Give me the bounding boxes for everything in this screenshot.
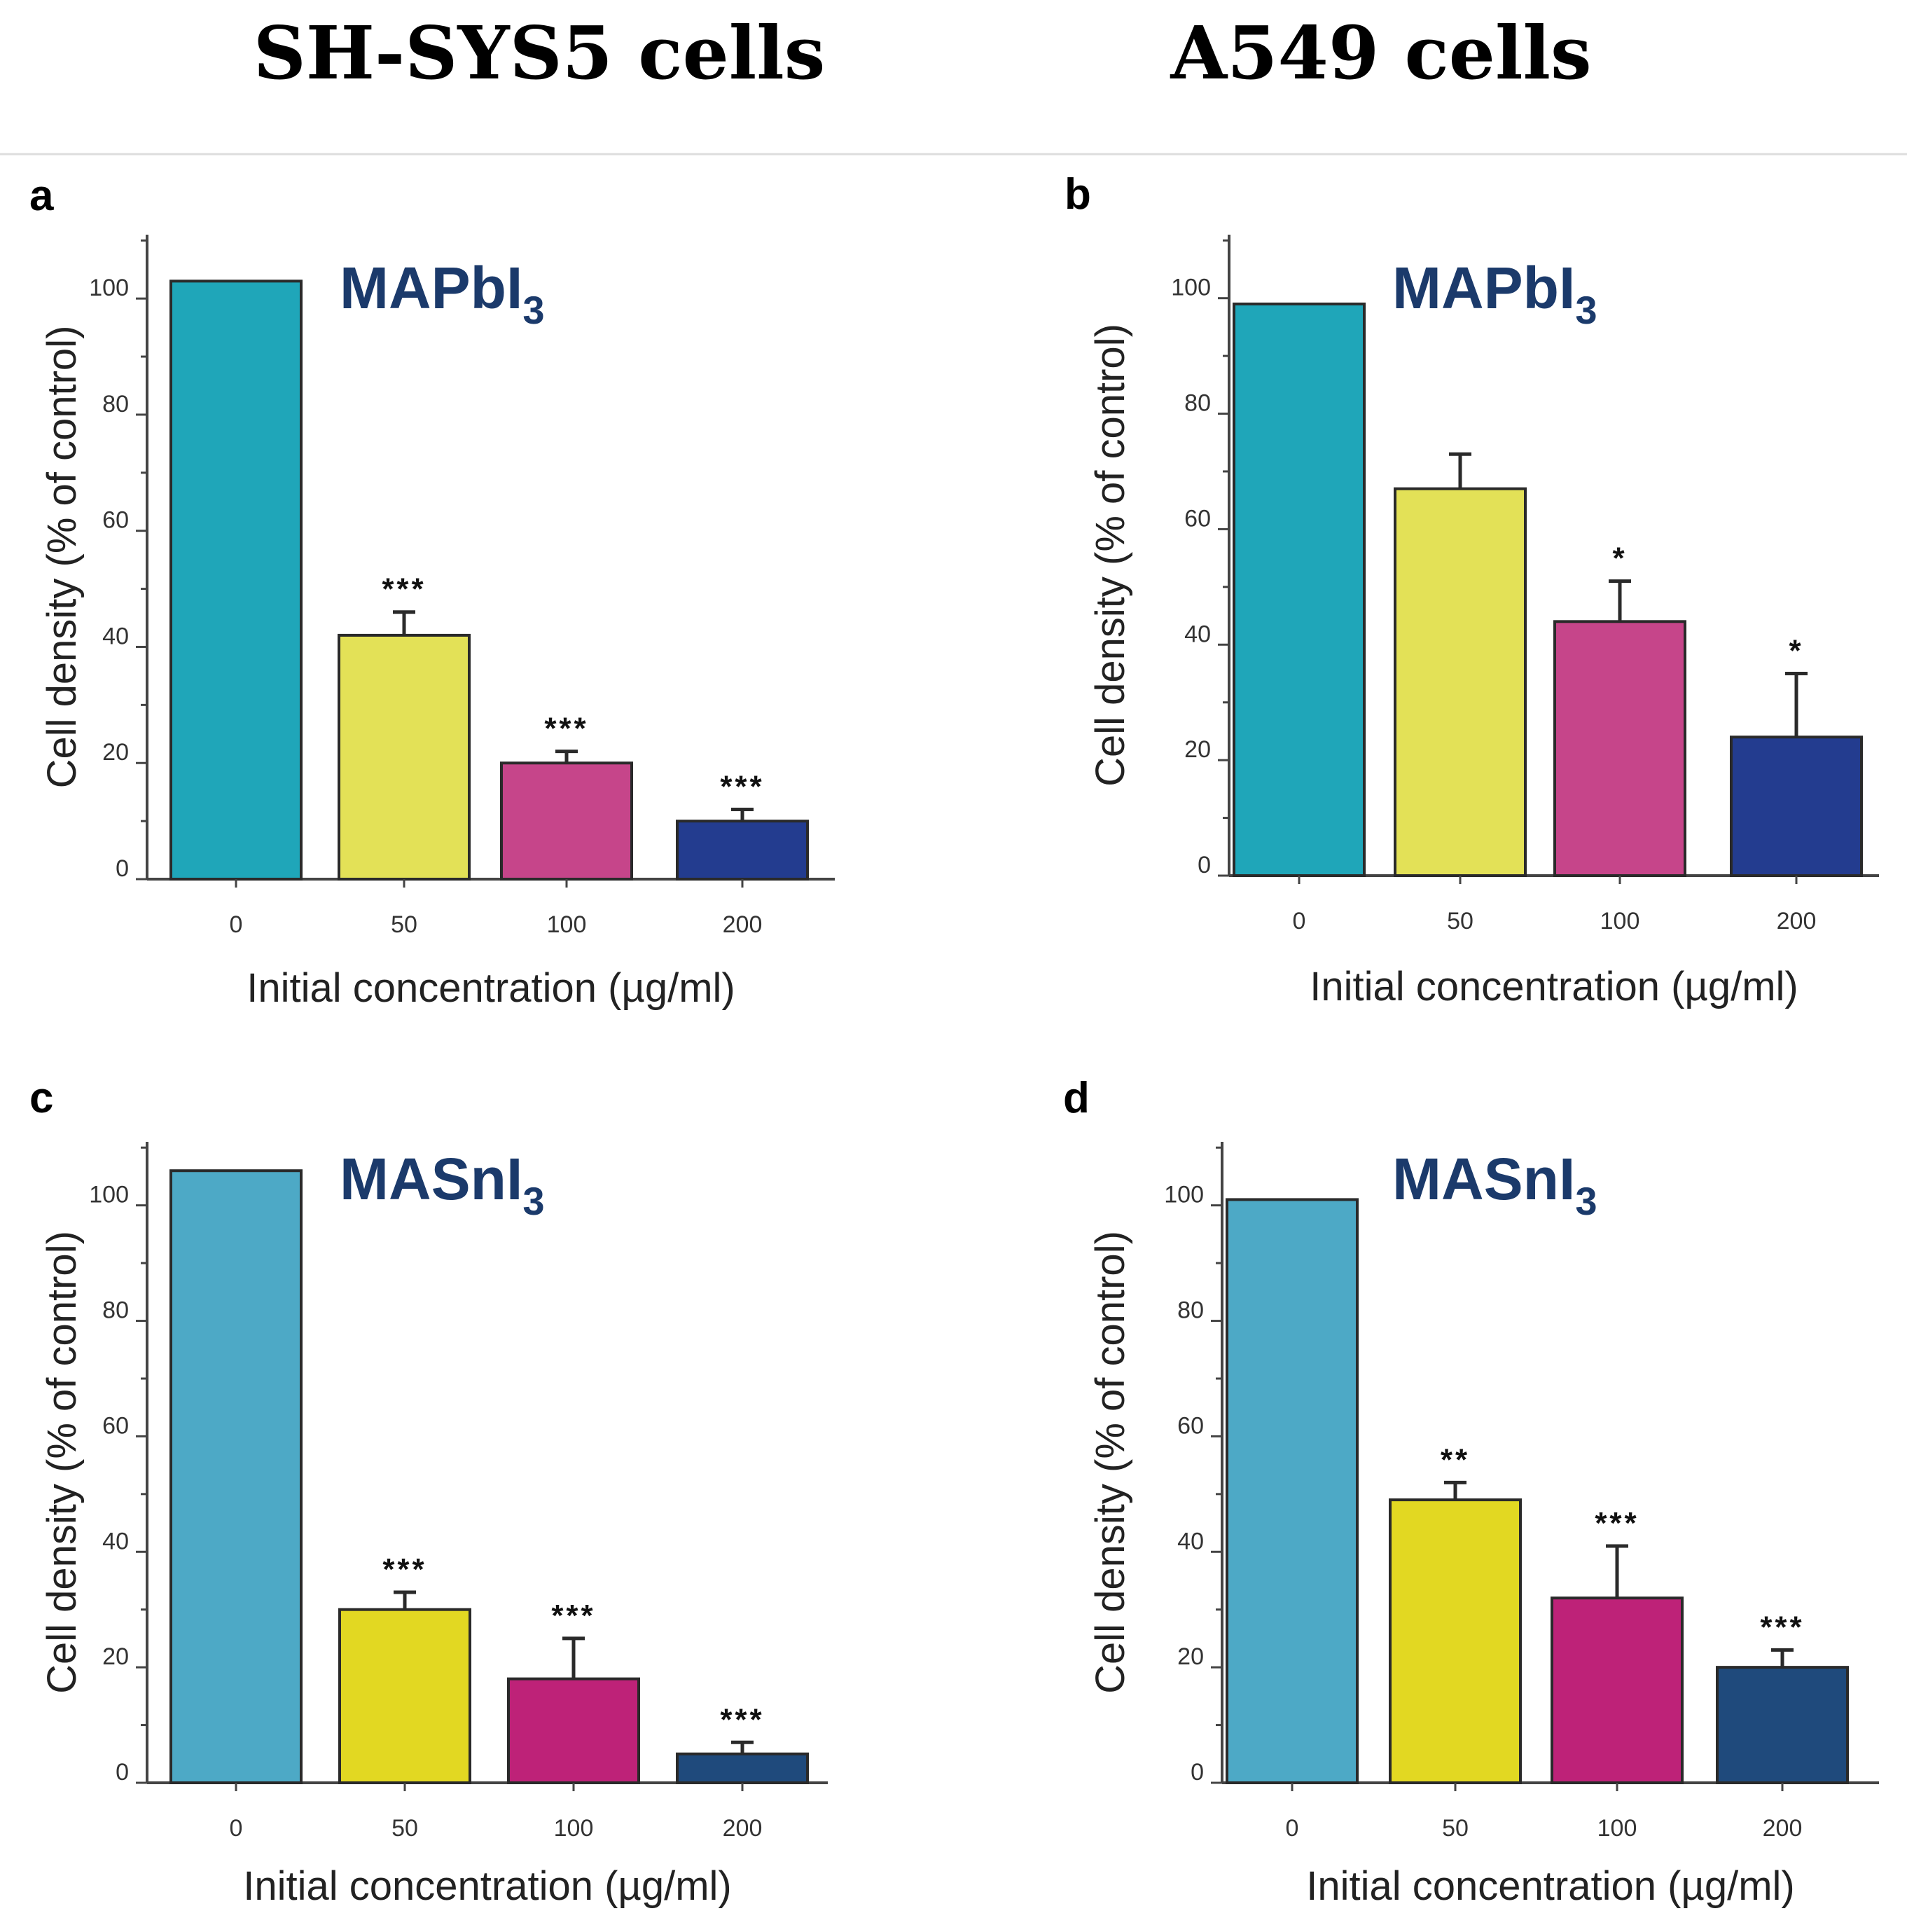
bar-200	[1730, 736, 1863, 877]
panel-letter: a	[29, 172, 54, 220]
x-tick-label: 0	[230, 911, 243, 938]
compound-label: MAPbI3	[340, 255, 544, 332]
y-tick-label: 20	[102, 739, 129, 766]
y-tick-label: 60	[1177, 1412, 1204, 1439]
bar-100	[1551, 1596, 1684, 1785]
x-tick-label: 50	[391, 1815, 418, 1842]
y-axis-title: Cell density (% of control)	[1088, 1231, 1133, 1694]
x-tick-label: 0	[1286, 1815, 1299, 1842]
y-tick-label: 40	[102, 623, 129, 649]
x-tick-label: 100	[547, 911, 587, 938]
bar-0	[169, 1169, 303, 1784]
x-axis-title: Initial concentration (µg/ml)	[1306, 1863, 1794, 1909]
y-tick-label: 100	[1164, 1182, 1204, 1208]
significance-mark: ***	[720, 1702, 764, 1737]
significance-mark: ***	[382, 1552, 427, 1587]
x-tick-label: 50	[1447, 908, 1473, 934]
x-tick-label: 200	[1777, 908, 1817, 934]
significance-mark: *	[1789, 633, 1803, 668]
bar-50	[338, 633, 471, 881]
y-tick-label: 100	[1171, 275, 1211, 301]
bar-50	[338, 1608, 471, 1784]
y-tick-label: 20	[1184, 736, 1211, 763]
x-tick-label: 100	[1597, 1815, 1637, 1842]
y-axis-title: Cell density (% of control)	[39, 1231, 85, 1694]
x-axis-title: Initial concentration (µg/ml)	[243, 1863, 731, 1909]
x-tick-label: 0	[1293, 908, 1306, 934]
panel-b: b MAPbI3 0 20 40 60 80 100 0 50 100 * 200 * Initial co…	[1065, 170, 1879, 1009]
y-tick-label: 80	[102, 391, 129, 418]
y-tick-label: 100	[89, 275, 129, 301]
y-tick-label: 0	[116, 855, 129, 882]
bar-50	[1394, 487, 1527, 877]
y-tick-label: 60	[1184, 505, 1211, 532]
bar-200	[676, 1752, 809, 1784]
panel-letter: c	[29, 1074, 53, 1122]
bar-0	[169, 280, 303, 881]
y-tick-label: 0	[1191, 1759, 1204, 1786]
compound-label: MAPbI3	[1392, 255, 1597, 332]
y-tick-label: 40	[1177, 1528, 1204, 1554]
y-tick-label: 20	[1177, 1643, 1204, 1670]
bar-200	[676, 820, 809, 881]
y-tick-label: 80	[102, 1297, 129, 1324]
significance-mark: **	[1441, 1442, 1470, 1477]
significance-mark: ***	[1595, 1506, 1639, 1540]
compound-label: MASnI3	[1392, 1146, 1597, 1223]
panel-a: a MAPbI3 0 20 40 60 80 100 0 50 *** 100 *** 200 *** Ini…	[29, 172, 835, 1011]
y-axis-title: Cell density (% of control)	[39, 326, 85, 789]
column-title-left: SH-SYS5 cells	[254, 10, 826, 96]
x-tick-label: 100	[1600, 908, 1640, 934]
bar-100	[1553, 620, 1686, 877]
bar-100	[507, 1677, 640, 1784]
significance-mark: *	[1612, 541, 1627, 576]
y-tick-label: 20	[102, 1643, 129, 1670]
y-tick-label: 100	[89, 1182, 129, 1208]
x-tick-label: 100	[554, 1815, 594, 1842]
panel-d: d MASnI3 0 20 40 60 80 100 0 50 ** 100 *** 200 *** Init…	[1063, 1074, 1879, 1909]
x-tick-label: 200	[1763, 1815, 1803, 1842]
x-tick-label: 200	[723, 911, 763, 938]
y-tick-label: 80	[1177, 1297, 1204, 1324]
y-tick-label: 0	[116, 1759, 129, 1786]
x-tick-label: 0	[230, 1815, 243, 1842]
y-axis-title: Cell density (% of control)	[1088, 324, 1133, 787]
bar-0	[1233, 302, 1366, 877]
y-tick-label: 40	[102, 1528, 129, 1554]
significance-mark: ***	[382, 572, 426, 607]
panel-letter: b	[1065, 170, 1091, 219]
panel-letter: d	[1063, 1074, 1090, 1122]
column-title-right: A549 cells	[1170, 10, 1591, 96]
bar-200	[1716, 1666, 1849, 1785]
significance-mark: ***	[551, 1599, 595, 1633]
significance-mark: ***	[544, 712, 588, 746]
bar-0	[1226, 1198, 1359, 1784]
significance-mark: ***	[1760, 1610, 1804, 1644]
bar-100	[500, 761, 633, 881]
y-tick-label: 60	[102, 507, 129, 534]
y-tick-label: 80	[1184, 390, 1211, 417]
x-tick-label: 200	[723, 1815, 763, 1842]
x-tick-label: 50	[1442, 1815, 1469, 1842]
y-tick-label: 0	[1198, 852, 1211, 878]
panel-c: c MASnI3 0 20 40 60 80 100 0 50 *** 100 *** 200 *** Ini…	[29, 1074, 828, 1909]
significance-mark: ***	[720, 770, 764, 804]
bar-50	[1389, 1498, 1522, 1784]
x-axis-title: Initial concentration (µg/ml)	[1310, 964, 1798, 1009]
x-axis-title: Initial concentration (µg/ml)	[247, 965, 735, 1011]
y-tick-label: 40	[1184, 621, 1211, 647]
y-tick-label: 60	[102, 1412, 129, 1439]
compound-label: MASnI3	[340, 1146, 544, 1223]
x-tick-label: 50	[391, 911, 417, 938]
